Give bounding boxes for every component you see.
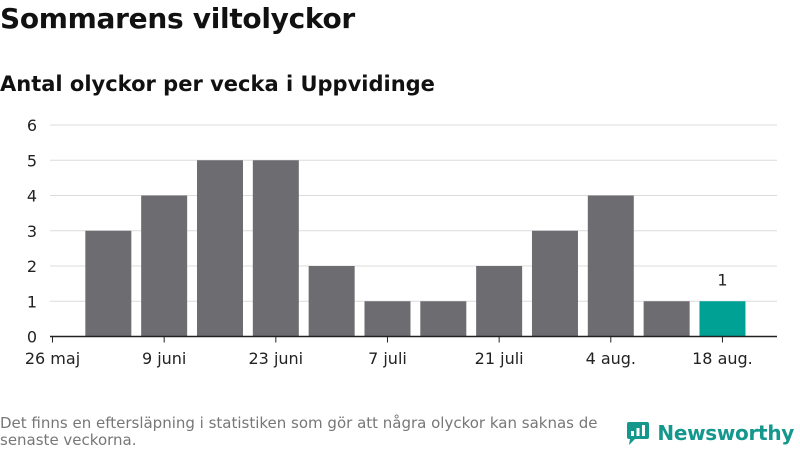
bar — [531, 230, 578, 337]
chart-subtitle: Antal olyckor per vecka i Uppvidinge — [0, 72, 435, 96]
y-tick-label: 6 — [27, 116, 37, 135]
x-tick-label: 18 aug. — [692, 349, 753, 368]
y-tick-label: 1 — [27, 292, 37, 311]
y-tick-label: 5 — [27, 151, 37, 170]
x-tick-label: 23 juni — [249, 349, 304, 368]
bar — [141, 195, 188, 337]
data-label: 1 — [717, 270, 727, 289]
bar — [85, 230, 132, 337]
bar — [252, 160, 299, 337]
x-tick-label: 26 maj — [25, 349, 80, 368]
y-tick-label: 3 — [27, 222, 37, 241]
bar — [308, 266, 355, 337]
x-tick-label: 9 juni — [142, 349, 186, 368]
bar — [476, 266, 523, 337]
newsworthy-logo-icon — [627, 422, 650, 445]
bar-chart: 0 1 2 3 4 5 6 1 26 maj 9 juni 23 juni 7 juli 21 juli… — [25, 116, 777, 368]
y-tick-label: 0 — [27, 328, 37, 347]
bar — [364, 301, 411, 337]
brand-name: Newsworthy — [657, 421, 794, 445]
highlight-bar — [699, 301, 746, 337]
chart-title: Sommarens viltolyckor — [0, 2, 355, 35]
brand-logo[interactable]: Newsworthy — [625, 420, 794, 446]
y-tick-label: 4 — [27, 187, 37, 206]
x-tick-label: 4 aug. — [586, 349, 636, 368]
x-tick-label: 21 juli — [475, 349, 524, 368]
bar — [420, 301, 467, 337]
x-tick-label: 7 juli — [368, 349, 407, 368]
bar — [643, 301, 690, 337]
bar — [196, 160, 243, 337]
footnote: Det finns en eftersläpning i statistiken… — [0, 414, 598, 449]
y-tick-label: 2 — [27, 257, 37, 276]
bar — [587, 195, 634, 337]
